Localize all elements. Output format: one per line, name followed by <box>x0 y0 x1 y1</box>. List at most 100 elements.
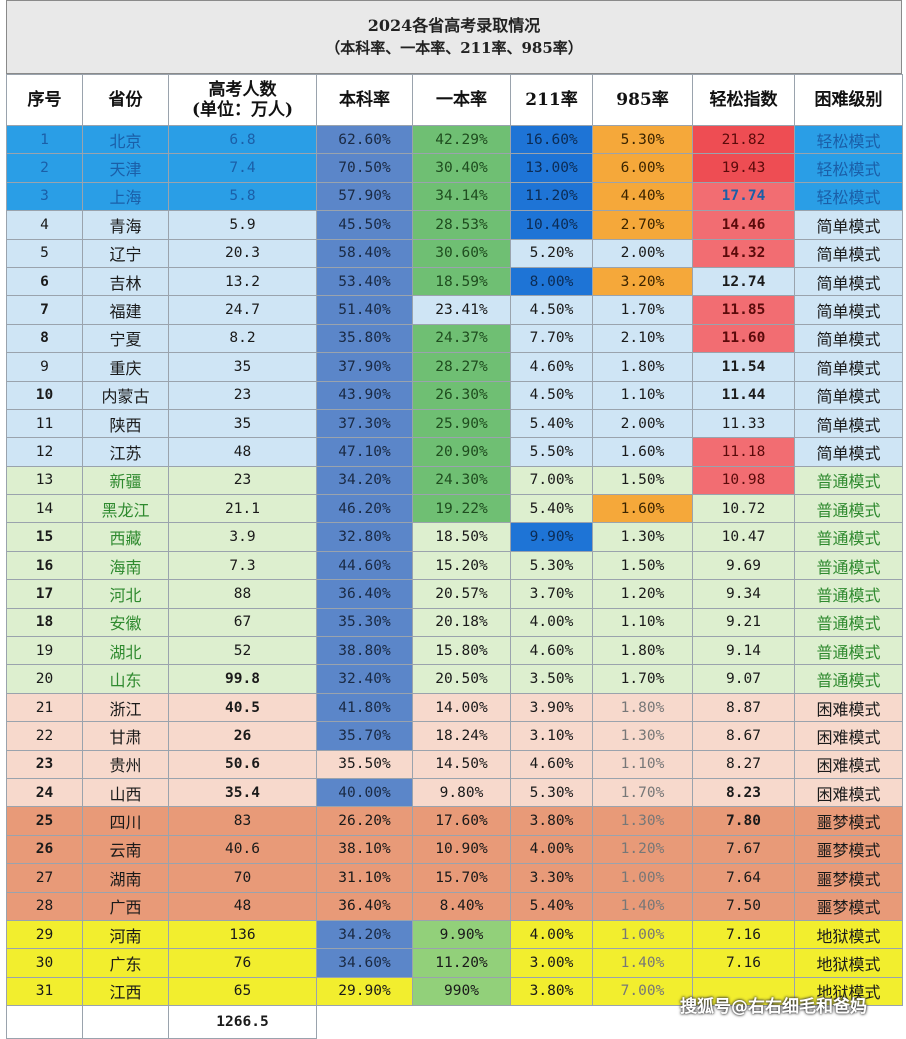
cell-index: 6 <box>6 266 83 297</box>
cell-province: 贵州 <box>82 749 169 779</box>
cell-examinees: 8.2 <box>168 323 317 354</box>
cell-211-rate: 4.50% <box>510 295 593 325</box>
cell-benke-rate: 37.90% <box>316 352 413 382</box>
cell-examinees: 26 <box>168 721 317 751</box>
cell-benke-rate: 47.10% <box>316 437 413 467</box>
cell-benke-rate: 36.40% <box>316 579 413 609</box>
cell-211-rate: 4.60% <box>510 636 593 666</box>
cell-examinees: 88 <box>168 579 317 609</box>
table-row: 18 安徽 67 35.30% 20.18% 4.00% 1.10% 9.21 普通模式 <box>6 607 903 638</box>
cell-985-rate: 4.40% <box>592 181 693 212</box>
cell-985-rate: 1.00% <box>592 919 693 950</box>
cell-211-rate: 3.80% <box>510 806 593 836</box>
cell-benke-rate: 38.80% <box>316 636 413 666</box>
cell-yiben-rate: 10.90% <box>412 834 511 865</box>
cell-yiben-rate: 990% <box>412 976 511 1007</box>
cell-ease-index: 8.67 <box>692 721 795 751</box>
cell-985-rate: 1.60% <box>592 437 693 467</box>
cell-yiben-rate: 24.37% <box>412 323 511 354</box>
cell-examinees: 20.3 <box>168 238 317 268</box>
cell-index: 22 <box>6 721 83 751</box>
cell-yiben-rate: 23.41% <box>412 295 511 325</box>
cell-province: 新疆 <box>82 465 169 496</box>
table-row: 2 天津 7.4 70.50% 30.40% 13.00% 6.00% 19.43 轻松模式 <box>6 153 903 183</box>
cell-difficulty: 普通模式 <box>794 579 903 609</box>
cell-985-rate: 5.30% <box>592 124 693 155</box>
cell-province: 天津 <box>82 153 169 183</box>
cell-985-rate: 1.10% <box>592 749 693 779</box>
cell-difficulty: 普通模式 <box>794 494 903 524</box>
cell-yiben-rate: 15.70% <box>412 863 511 893</box>
total-empty-cell <box>82 1005 169 1039</box>
cell-benke-rate: 38.10% <box>316 834 413 865</box>
cell-985-rate: 1.30% <box>592 721 693 751</box>
cell-yiben-rate: 20.50% <box>412 664 511 694</box>
cell-examinees: 136 <box>168 919 317 950</box>
cell-province: 重庆 <box>82 352 169 382</box>
header-index: 序号 <box>6 74 83 126</box>
table-row: 30 广东 76 34.60% 11.20% 3.00% 1.40% 7.16 地狱模式 <box>6 948 903 978</box>
cell-index: 30 <box>6 948 83 978</box>
cell-index: 7 <box>6 295 83 325</box>
table-row: 12 江苏 48 47.10% 20.90% 5.50% 1.60% 11.18 简单模式 <box>6 437 903 467</box>
table-row: 5 辽宁 20.3 58.40% 30.60% 5.20% 2.00% 14.32 简单模式 <box>6 238 903 268</box>
cell-benke-rate: 62.60% <box>316 124 413 155</box>
cell-yiben-rate: 34.14% <box>412 181 511 212</box>
cell-ease-index: 7.80 <box>692 806 795 836</box>
cell-yiben-rate: 18.24% <box>412 721 511 751</box>
table-row: 25 四川 83 26.20% 17.60% 3.80% 1.30% 7.80 噩梦模式 <box>6 806 903 836</box>
table-row: 24 山西 35.4 40.00% 9.80% 5.30% 1.70% 8.23 困难模式 <box>6 777 903 808</box>
cell-211-rate: 16.60% <box>510 124 593 155</box>
cell-ease-index: 9.14 <box>692 636 795 666</box>
cell-province: 海南 <box>82 550 169 581</box>
table-row: 22 甘肃 26 35.70% 18.24% 3.10% 1.30% 8.67 困难模式 <box>6 721 903 751</box>
header-difficulty: 困难级别 <box>794 74 903 126</box>
cell-examinees: 23 <box>168 465 317 496</box>
table-row: 1 北京 6.8 62.60% 42.29% 16.60% 5.30% 21.82 轻松模式 <box>6 124 903 155</box>
cell-index: 28 <box>6 891 83 921</box>
cell-211-rate: 3.30% <box>510 863 593 893</box>
table-row: 15 西藏 3.9 32.80% 18.50% 9.90% 1.30% 10.47 普通模式 <box>6 522 903 552</box>
cell-211-rate: 5.50% <box>510 437 593 467</box>
cell-benke-rate: 35.50% <box>316 749 413 779</box>
cell-benke-rate: 29.90% <box>316 976 413 1007</box>
cell-benke-rate: 70.50% <box>316 153 413 183</box>
cell-index: 3 <box>6 181 83 212</box>
cell-difficulty: 困难模式 <box>794 749 903 779</box>
cell-benke-rate: 45.50% <box>316 210 413 240</box>
cell-yiben-rate: 30.40% <box>412 153 511 183</box>
cell-211-rate: 3.80% <box>510 976 593 1007</box>
cell-ease-index: 11.44 <box>692 380 795 410</box>
cell-yiben-rate: 9.80% <box>412 777 511 808</box>
cell-985-rate: 1.40% <box>592 891 693 921</box>
cell-benke-rate: 43.90% <box>316 380 413 410</box>
cell-province: 宁夏 <box>82 323 169 354</box>
cell-benke-rate: 44.60% <box>316 550 413 581</box>
table-row: 4 青海 5.9 45.50% 28.53% 10.40% 2.70% 14.46 简单模式 <box>6 210 903 240</box>
cell-ease-index: 21.82 <box>692 124 795 155</box>
cell-985-rate: 1.30% <box>592 522 693 552</box>
cell-ease-index: 12.74 <box>692 266 795 297</box>
cell-211-rate: 7.00% <box>510 465 593 496</box>
cell-index: 20 <box>6 664 83 694</box>
header-examinees: 高考人数 (单位：万人) <box>168 74 317 126</box>
table-row: 9 重庆 35 37.90% 28.27% 4.60% 1.80% 11.54 简单模式 <box>6 352 903 382</box>
cell-difficulty: 噩梦模式 <box>794 806 903 836</box>
cell-examinees: 13.2 <box>168 266 317 297</box>
cell-benke-rate: 37.30% <box>316 408 413 439</box>
cell-province: 山西 <box>82 777 169 808</box>
cell-985-rate: 2.10% <box>592 323 693 354</box>
cell-benke-rate: 51.40% <box>316 295 413 325</box>
cell-difficulty: 噩梦模式 <box>794 863 903 893</box>
cell-index: 31 <box>6 976 83 1007</box>
cell-211-rate: 5.30% <box>510 550 593 581</box>
cell-211-rate: 13.00% <box>510 153 593 183</box>
cell-index: 26 <box>6 834 83 865</box>
cell-211-rate: 4.00% <box>510 834 593 865</box>
cell-yiben-rate: 20.18% <box>412 607 511 638</box>
cell-ease-index: 11.33 <box>692 408 795 439</box>
cell-index: 27 <box>6 863 83 893</box>
cell-examinees: 35.4 <box>168 777 317 808</box>
cell-ease-index: 14.32 <box>692 238 795 268</box>
cell-985-rate: 2.70% <box>592 210 693 240</box>
